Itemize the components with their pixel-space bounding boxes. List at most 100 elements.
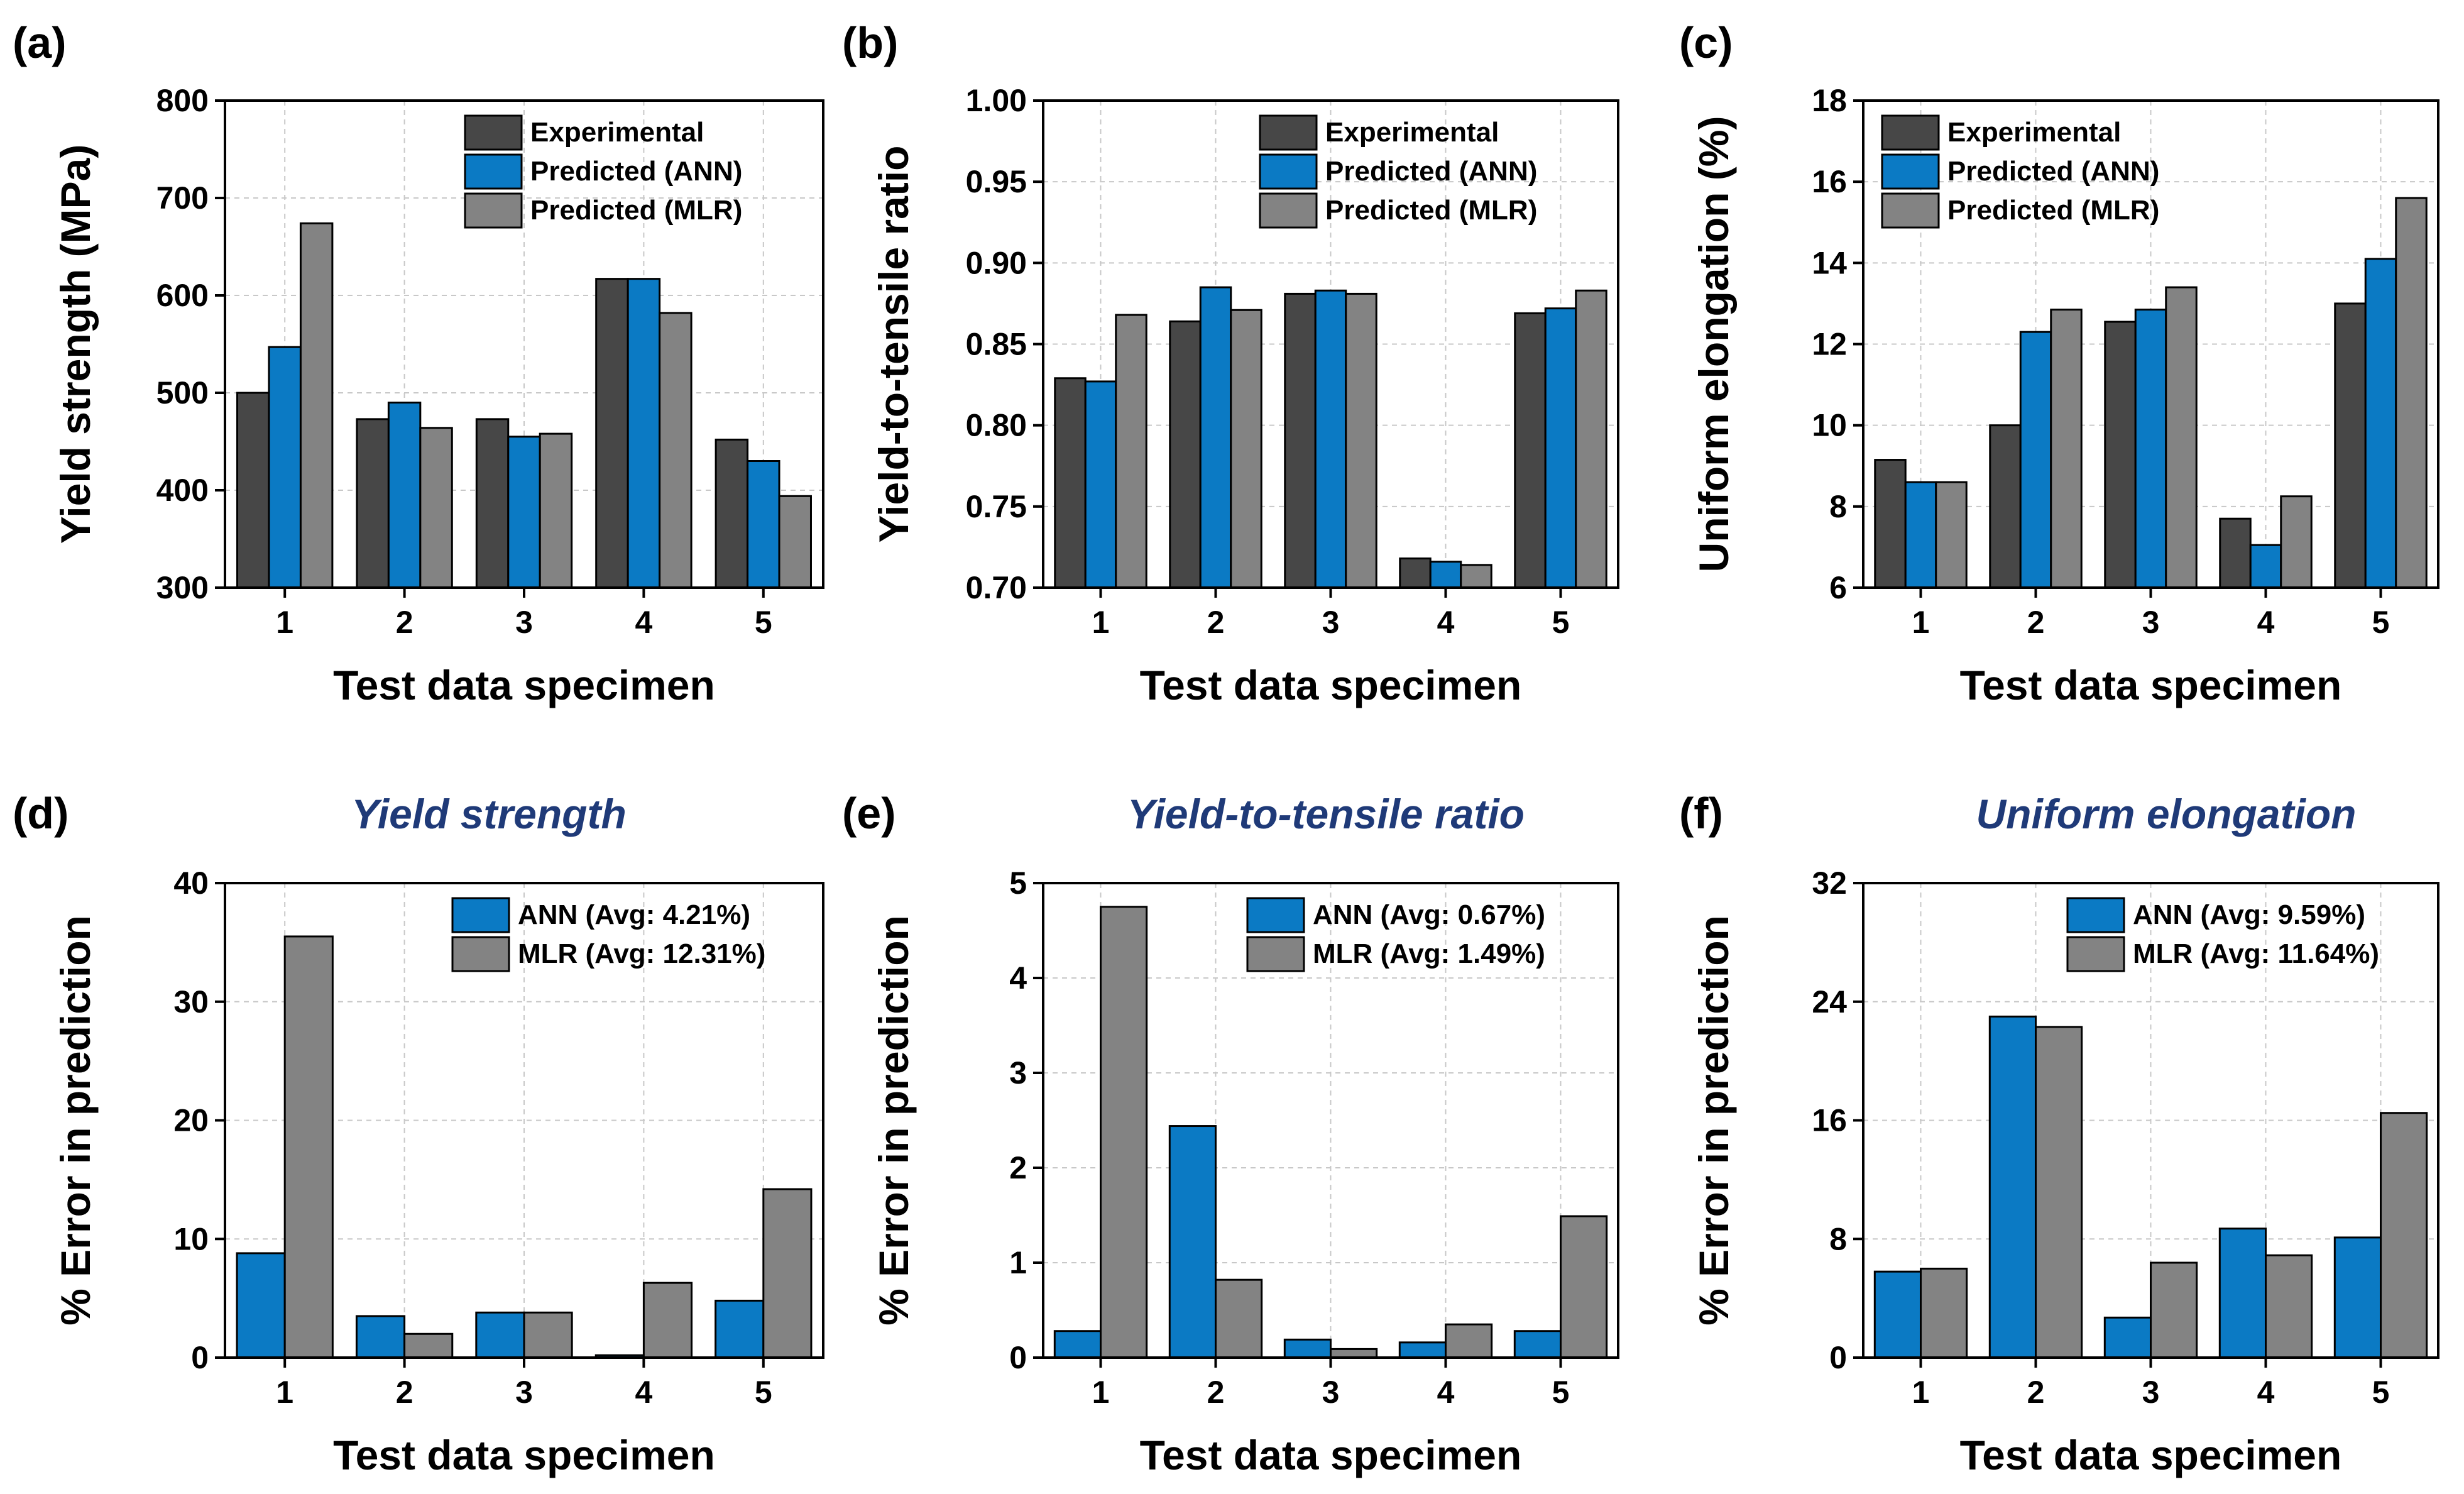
- chart-b-ytick-label-4: 0.90: [966, 245, 1027, 280]
- chart-e-bar-mlr-1: [1100, 906, 1148, 1359]
- chart-a-ytick-label-3: 600: [156, 278, 209, 313]
- chart-e-bar-mlr-4: [1445, 1323, 1493, 1359]
- chart-c-bar-ann-5: [2364, 258, 2397, 589]
- chart-e-plot: 0 1 2 3 4 5 1 2 3 4 5 Test data specimen % Error in …: [870, 865, 1619, 1478]
- chart-c-ytick-label-4: 14: [1812, 245, 1847, 280]
- chart-e-bar-mlr-3: [1330, 1348, 1378, 1359]
- chart-c-legend-swatch-mlr: [1881, 192, 1940, 229]
- chart-f-bar-ann-3: [2103, 1316, 2152, 1359]
- chart-a-bar-experimental-3: [475, 418, 510, 589]
- chart-f-xtick-label-2: 3: [2142, 1375, 2160, 1410]
- chart-e-bar-mlr-5: [1560, 1215, 1608, 1359]
- chart-f-xtick-label-0: 1: [1912, 1375, 1930, 1410]
- chart-d-ytick-label-0: 0: [191, 1340, 209, 1375]
- chart-b-bar-experimental-5: [1514, 312, 1547, 589]
- chart-b-xtick-label-2: 3: [1322, 605, 1340, 640]
- chart-c-xtick-label-4: 5: [2372, 605, 2390, 640]
- chart-f-legend-label-ann: ANN (Avg: 9.59%): [2133, 899, 2365, 930]
- chart-f-ytick-label-1: 8: [1829, 1221, 1847, 1256]
- chart-f-bar-ann-5: [2333, 1236, 2382, 1359]
- chart-c-bar-experimental-2: [1989, 424, 2022, 589]
- chart-f-bar-mlr-2: [2035, 1026, 2083, 1359]
- chart-c-legend-label-mlr: Predicted (MLR): [1947, 195, 2159, 226]
- chart-a-legend-swatch-mlr: [464, 192, 523, 229]
- chart-a-bar-experimental-4: [595, 278, 629, 589]
- chart-c-xlabel: Test data specimen: [1960, 662, 2342, 708]
- chart-c-xtick-label-0: 1: [1912, 605, 1930, 640]
- chart-f-legend-swatch-mlr: [2066, 936, 2125, 972]
- chart-c-xtick-label-2: 3: [2142, 605, 2160, 640]
- chart-c-bar-ann-4: [2249, 544, 2282, 589]
- chart-e-xtick-label-4: 5: [1552, 1375, 1570, 1410]
- chart-e-ytick-label-0: 0: [1009, 1340, 1027, 1375]
- chart-b-bar-mlr-5: [1575, 289, 1607, 589]
- chart-d-bar-ann-3: [475, 1311, 525, 1359]
- panel-title-e: Yield-to-tensile ratio: [1127, 791, 1525, 837]
- chart-b-bar-ann-5: [1544, 307, 1577, 589]
- chart-f-bar-ann-2: [1988, 1015, 2037, 1359]
- chart-b-bar-mlr-2: [1230, 309, 1262, 589]
- chart-e-bar-ann-2: [1168, 1125, 1217, 1359]
- chart-b-ytick-label-1: 0.75: [966, 489, 1027, 524]
- chart-c-bar-mlr-5: [2395, 197, 2428, 589]
- chart-a-legend-swatch-experimental: [464, 114, 523, 151]
- chart-d-legend-label-mlr: MLR (Avg: 12.31%): [518, 938, 765, 969]
- chart-e-legend-label-ann: ANN (Avg: 0.67%): [1313, 899, 1545, 930]
- chart-e-xtick-label-3: 4: [1437, 1375, 1455, 1410]
- chart-b-bar-experimental-2: [1169, 320, 1202, 589]
- chart-a-xtick-label-2: 3: [515, 605, 533, 640]
- chart-a-bar-ann-5: [747, 460, 780, 589]
- panel-label-a: (a): [13, 18, 67, 67]
- chart-f-bar-mlr-3: [2150, 1261, 2198, 1359]
- chart-d-xtick-label-3: 4: [635, 1375, 652, 1410]
- chart-f-ytick-label-4: 32: [1812, 865, 1847, 901]
- chart-a-bar-ann-4: [627, 278, 661, 589]
- chart-e-bar-ann-5: [1513, 1330, 1562, 1359]
- panel-label-f: (f): [1679, 789, 1723, 838]
- chart-c-legend-label-experimental: Experimental: [1947, 117, 2121, 148]
- chart-d-legend-swatch-mlr: [451, 936, 510, 972]
- panel-label-e: (e): [842, 789, 896, 838]
- chart-b-bar-ann-2: [1199, 286, 1232, 589]
- chart-b-xtick-label-3: 4: [1437, 605, 1455, 640]
- chart-f-ytick-label-2: 16: [1812, 1103, 1847, 1138]
- chart-b-legend-label-ann: Predicted (ANN): [1325, 156, 1537, 187]
- chart-c-xtick-label-1: 2: [2027, 605, 2045, 640]
- chart-a-legend-label-mlr: Predicted (MLR): [530, 195, 742, 226]
- chart-c-bar-mlr-3: [2165, 286, 2198, 589]
- chart-a-bar-mlr-4: [659, 312, 693, 589]
- chart-b-bar-ann-3: [1314, 289, 1347, 589]
- chart-f-bar-ann-4: [2218, 1228, 2267, 1359]
- panel-label-d: (d): [13, 789, 68, 838]
- chart-f-bar-ann-1: [1873, 1270, 1922, 1359]
- chart-e-xlabel: Test data specimen: [1140, 1432, 1522, 1478]
- chart-c-bar-experimental-3: [2104, 321, 2137, 589]
- chart-b-xtick-label-1: 2: [1207, 605, 1225, 640]
- chart-a-ytick-label-2: 500: [156, 375, 209, 410]
- chart-f-ylabel: % Error in prediction: [1690, 915, 1737, 1326]
- chart-a-xtick-label-4: 5: [755, 605, 772, 640]
- chart-a-ylabel: Yield strength (MPa): [52, 145, 99, 544]
- chart-d-bar-ann-5: [715, 1299, 765, 1359]
- chart-f-xtick-label-3: 4: [2257, 1375, 2275, 1410]
- chart-e-legend-label-mlr: MLR (Avg: 1.49%): [1313, 938, 1545, 969]
- chart-c-bar-experimental-5: [2334, 302, 2367, 589]
- chart-c-ytick-label-1: 8: [1829, 489, 1847, 524]
- chart-f-xtick-label-4: 5: [2372, 1375, 2390, 1410]
- chart-b-bar-experimental-3: [1284, 292, 1317, 589]
- chart-e-bar-ann-4: [1398, 1341, 1447, 1359]
- chart-c-ytick-label-2: 10: [1812, 408, 1847, 443]
- chart-b-legend-swatch-experimental: [1259, 114, 1318, 151]
- chart-a-plot: 300 400 500 600 700 800 1 2 3 4 5 Test data specime…: [52, 83, 824, 708]
- chart-d-ytick-label-1: 10: [173, 1221, 209, 1256]
- chart-c-legend-swatch-ann: [1881, 153, 1940, 190]
- chart-d-bar-ann-2: [355, 1315, 406, 1359]
- chart-c-bar-mlr-1: [1935, 481, 1968, 589]
- chart-d-ytick-label-4: 40: [173, 865, 209, 901]
- chart-a-bar-mlr-1: [299, 222, 334, 589]
- chart-e-legend-swatch-mlr: [1246, 936, 1305, 972]
- chart-c-xtick-label-3: 4: [2257, 605, 2275, 640]
- panel-f: (f) Uniform elongation 0 8 16 24 32 1 2 3 4 5 Test…: [1679, 789, 2439, 1478]
